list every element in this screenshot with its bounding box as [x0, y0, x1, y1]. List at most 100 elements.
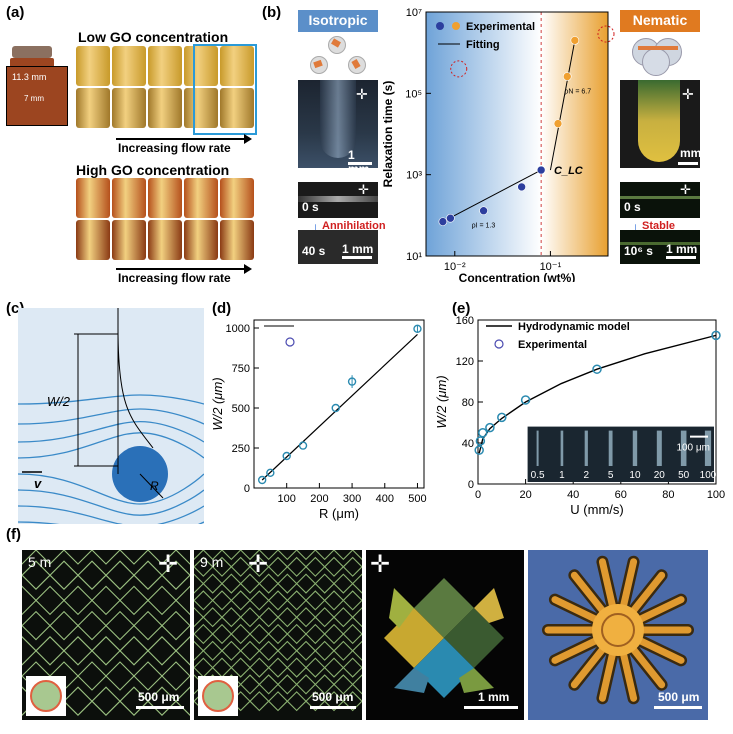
- scale-label-3: 1 mm: [478, 690, 510, 704]
- y-tick-label: 10¹: [406, 251, 422, 263]
- lattice-cell: [267, 590, 289, 611]
- lattice-cell: [105, 560, 135, 590]
- iso-time-2: 40 s: [302, 244, 326, 258]
- vial-photo: [148, 88, 182, 128]
- star-ring: [601, 613, 635, 647]
- lattice-cell: [342, 691, 362, 712]
- lattice-cell: [202, 573, 223, 594]
- data-point: [266, 468, 275, 478]
- crossed-polarizer-icon-7: ✛: [370, 551, 391, 578]
- panel-b-label: (b): [262, 4, 282, 21]
- data-point: [485, 422, 495, 433]
- lattice-cell: [22, 560, 51, 590]
- inset-scale-label: 100 μm: [676, 443, 710, 454]
- vial-cap: [12, 46, 52, 58]
- nematic-tag-bg: [620, 10, 700, 32]
- vial-photo: [184, 220, 218, 260]
- legend-experimental: Experimental: [466, 21, 535, 33]
- y-tick-label: 10³: [406, 170, 422, 182]
- nem-time-1: 0 s: [624, 200, 641, 214]
- isotropic-diagram: [298, 32, 378, 78]
- data-point: [520, 395, 531, 405]
- lattice-cell: [267, 657, 289, 678]
- x-tick-label: 400: [376, 493, 394, 505]
- lattice-cell: [258, 674, 279, 695]
- lattice-cell: [22, 636, 37, 666]
- lattice-cell: [133, 661, 163, 691]
- inset-label: 100: [700, 470, 717, 481]
- vial-zoom-box: [6, 66, 68, 126]
- vial-photo: [76, 220, 110, 260]
- legend-marker-orange: [452, 22, 460, 30]
- lattice-cell: [194, 640, 205, 661]
- flow-arrowhead-1: [244, 134, 252, 144]
- lattice-cell: [202, 607, 223, 628]
- x-tick-label: 40: [567, 489, 579, 501]
- lattice-cell: [249, 691, 270, 712]
- scale-label-1: 500 μm: [138, 690, 180, 704]
- flow-diagram: W/2 v R: [18, 308, 204, 524]
- y-axis-label: W/2 (μm): [210, 377, 225, 430]
- lattice-cell: [267, 623, 289, 645]
- lattice-cell: [314, 674, 335, 695]
- lattice-cell: [230, 590, 251, 611]
- lattice-cell: [277, 640, 298, 661]
- vial-photo: [220, 46, 254, 86]
- pattern-photo-2: 9 m ✛ 500 μm: [194, 550, 362, 720]
- vial-photo: [148, 46, 182, 86]
- legend-model: Hydrodynamic model: [518, 321, 630, 333]
- panel-f-label: (f): [6, 526, 21, 543]
- lattice-cell: [239, 550, 261, 561]
- scalebar-2: [310, 706, 356, 709]
- star-core: [592, 604, 644, 656]
- fit-line: [442, 169, 542, 223]
- lattice-cell: [277, 607, 298, 628]
- lattice-cell: [221, 550, 242, 561]
- streamline: [18, 432, 204, 459]
- lattice-cell: [333, 573, 354, 594]
- lattice-cell: [239, 607, 261, 628]
- lattice-cell: [221, 573, 242, 594]
- fit-line: [549, 40, 576, 171]
- vial-photo: [76, 88, 110, 128]
- x-axis-label: R (μm): [319, 506, 359, 521]
- x-tick-label: 200: [310, 493, 328, 505]
- lattice-cell: [314, 573, 335, 594]
- lattice-cell: [314, 607, 335, 628]
- lattice-cell: [295, 550, 317, 561]
- lattice-cell: [277, 573, 298, 594]
- y-tick-label: 1000: [226, 323, 250, 335]
- crossed-polarizer-icon-2: ✛: [358, 182, 369, 197]
- scale-label-2: 500 μm: [312, 690, 354, 704]
- crossed-polarizer-icon: ✛: [356, 86, 368, 102]
- clc-annotation: C_LC: [554, 165, 584, 177]
- iso-scale-label: 1 mm: [348, 148, 369, 168]
- streamline: [18, 420, 204, 443]
- lattice-cell: [35, 636, 65, 666]
- nem-time-2: 10⁶ s: [624, 244, 653, 258]
- data-point: [497, 412, 507, 423]
- stable-label: Stable: [642, 220, 676, 232]
- crossed-polarizer-icon-5: ✛: [158, 551, 179, 578]
- lattice-cell: [63, 585, 93, 616]
- lattice-cell: [286, 556, 307, 577]
- legend-fitting: Fitting: [466, 39, 500, 51]
- x-axis-label: U (mm/s): [570, 502, 623, 517]
- vial-photo: [220, 178, 254, 218]
- lattice-cell: [77, 661, 107, 691]
- x-tick-label: 20: [519, 489, 531, 501]
- isotropic-tag: Isotropic: [308, 12, 368, 28]
- x-axis-label: Concentration (wt%): [459, 271, 576, 282]
- lattice-cell: [333, 607, 354, 628]
- down-arrow-icon: ↓: [312, 219, 319, 235]
- x-tick-label: 100: [707, 489, 725, 501]
- flow-diagram-bg: [18, 308, 204, 524]
- lattice-cell: [342, 556, 362, 577]
- pattern-photo-1: 5 m ✛ 500 μm: [22, 550, 190, 720]
- nem-scalebar: [678, 162, 698, 165]
- lattice-cell: [314, 550, 335, 561]
- data-point: [711, 330, 721, 341]
- nem-scale-label: mm: [680, 146, 700, 160]
- lattice-cell: [133, 610, 163, 641]
